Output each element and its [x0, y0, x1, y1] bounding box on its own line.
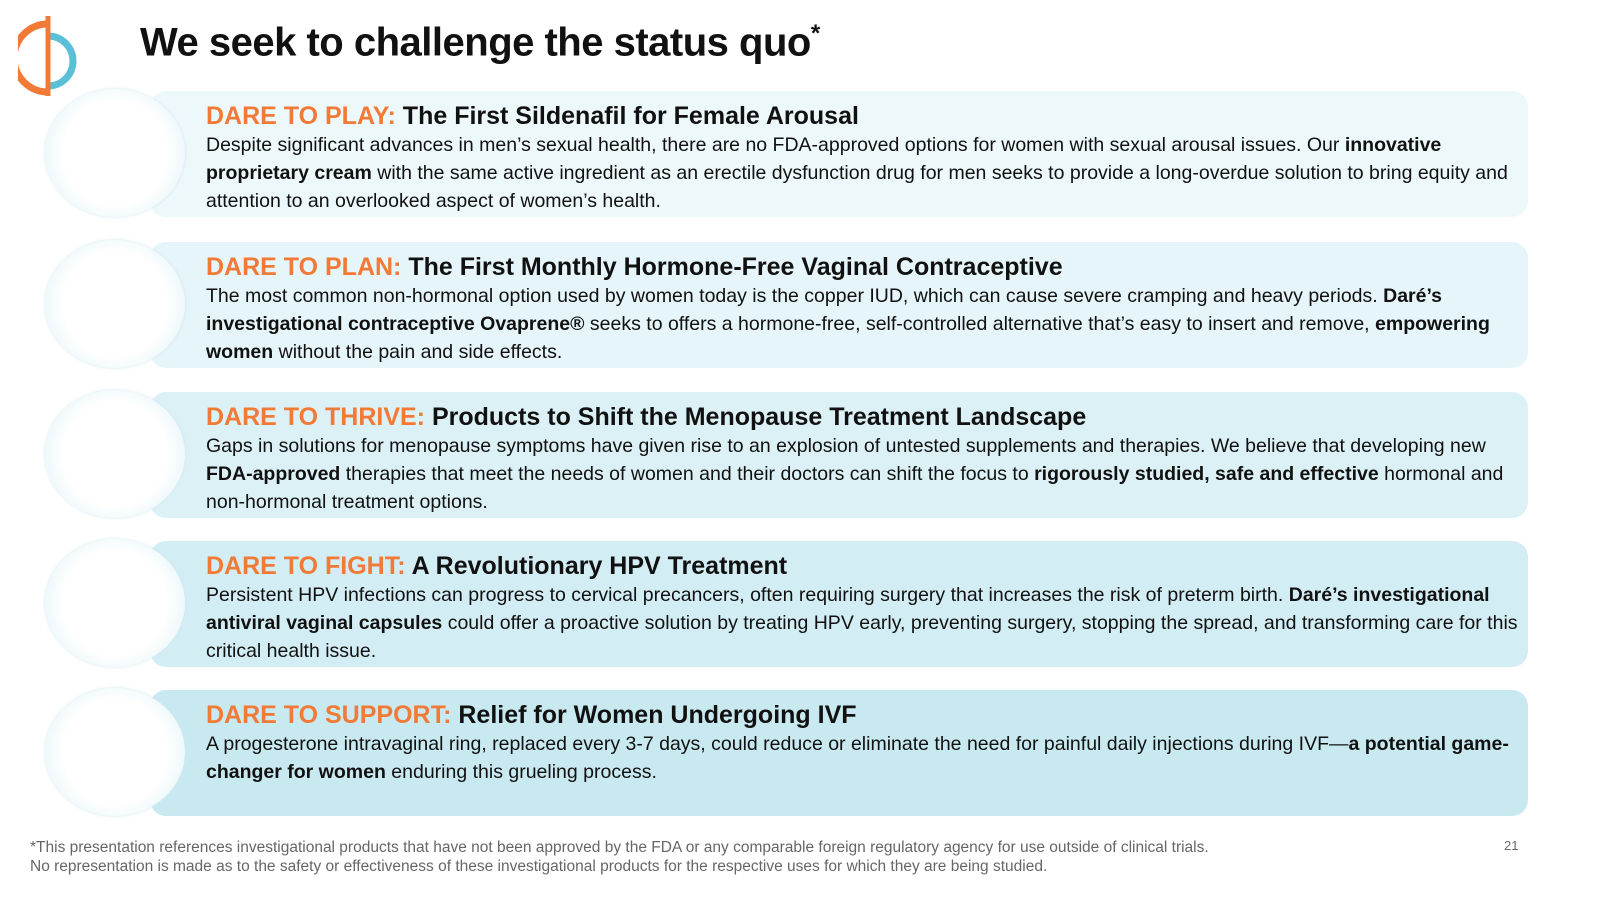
product-image [45, 89, 185, 217]
product-image [45, 390, 185, 518]
bold-text: innovative proprietary cream [206, 134, 1442, 184]
title-mark: * [810, 20, 820, 47]
footnote-line: *This presentation references investigat… [30, 839, 1209, 856]
card-label: DARE TO PLAN: [206, 253, 402, 281]
card-title: Products to Shift the Menopause Treatmen… [431, 403, 1087, 431]
text: hormonal and non-hormonal treatment opti… [206, 463, 1504, 513]
text: with the same active ingredient as an er… [206, 162, 1508, 212]
text: The most common non-hormonal option used… [206, 285, 1384, 307]
card [150, 541, 1528, 667]
product-image [45, 539, 185, 667]
bold-text: empowering women [206, 313, 1490, 363]
title-text: We seek to challenge the status quo [140, 20, 811, 65]
card-text: DARE TO SUPPORT: Relief for Women Underg… [206, 700, 1526, 786]
footnote: *This presentation references investigat… [30, 838, 1209, 876]
card [150, 690, 1528, 816]
bold-text: a potential game-changer for women [206, 733, 1509, 783]
card-heading: DARE TO PLAN: The First Monthly Hormone-… [206, 252, 1526, 282]
card-body: Persistent HPV infections can progress t… [206, 581, 1526, 665]
text: could offer a proactive solution by trea… [206, 612, 1518, 662]
card-heading: DARE TO SUPPORT: Relief for Women Underg… [206, 700, 1526, 730]
card-body: The most common non-hormonal option used… [206, 282, 1526, 366]
text: A progesterone intravaginal ring, replac… [206, 733, 1349, 755]
footnote-line: No representation is made as to the safe… [30, 858, 1048, 875]
text: seeks to offers a hormone-free, self-con… [584, 313, 1376, 335]
text: Persistent HPV infections can progress t… [206, 584, 1289, 606]
bold-text: Daré’s investigational contraceptive Ova… [206, 285, 1443, 335]
card-title: Relief for Women Undergoing IVF [458, 701, 857, 729]
card-body: Despite significant advances in men’s se… [206, 131, 1526, 215]
card-label: DARE TO THRIVE: [206, 403, 425, 431]
card-heading: DARE TO THRIVE: Products to Shift the Me… [206, 402, 1526, 432]
text: Despite significant advances in men’s se… [206, 134, 1345, 156]
card-title: The First Sildenafil for Female Arousal [402, 102, 859, 130]
bold-text: FDA-approved [206, 463, 341, 485]
card-title: A Revolutionary HPV Treatment [411, 552, 788, 580]
card [150, 392, 1528, 518]
card-text: DARE TO PLAN: The First Monthly Hormone-… [206, 252, 1526, 366]
text: therapies that meet the needs of women a… [340, 463, 1035, 485]
card-heading: DARE TO FIGHT: A Revolutionary HPV Treat… [206, 551, 1526, 581]
card-body: Gaps in solutions for menopause symptoms… [206, 432, 1526, 516]
text: Gaps in solutions for menopause symptoms… [206, 435, 1486, 457]
title: We seek to challenge the status quo* [140, 20, 820, 65]
card-text: DARE TO FIGHT: A Revolutionary HPV Treat… [206, 551, 1526, 665]
card-label: DARE TO FIGHT: [206, 552, 406, 580]
text: enduring this grueling process. [385, 761, 657, 783]
card-body: A progesterone intravaginal ring, replac… [206, 730, 1526, 786]
bold-text: rigorously studied, safe and effective [1034, 463, 1379, 485]
card [150, 91, 1528, 217]
card-label: DARE TO PLAY: [206, 102, 396, 130]
text: without the pain and side effects. [273, 341, 563, 363]
page-number: 21 [1504, 838, 1519, 853]
card-text: DARE TO THRIVE: Products to Shift the Me… [206, 402, 1526, 516]
product-image [45, 240, 185, 368]
product-image [45, 688, 185, 816]
card-label: DARE TO SUPPORT: [206, 701, 452, 729]
bold-text: Daré’s investigational antiviral vaginal… [206, 584, 1490, 634]
card-text: DARE TO PLAY: The First Sildenafil for F… [206, 101, 1526, 215]
logo [18, 16, 77, 96]
card-heading: DARE TO PLAY: The First Sildenafil for F… [206, 101, 1526, 131]
card-title: The First Monthly Hormone-Free Vaginal C… [408, 253, 1063, 281]
card [150, 242, 1528, 368]
